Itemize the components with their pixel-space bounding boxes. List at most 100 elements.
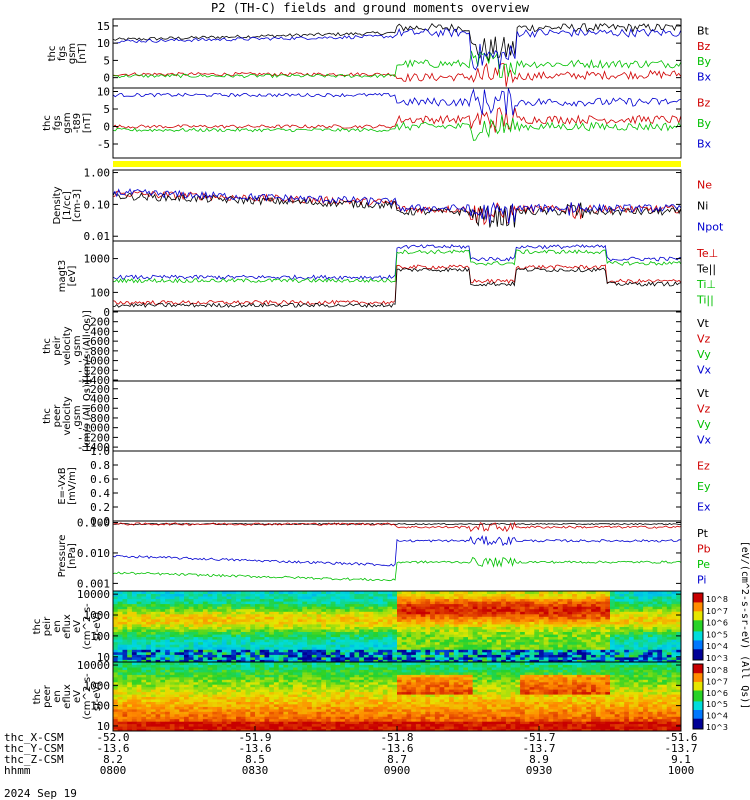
spec-cell <box>174 656 180 660</box>
spec-cell <box>231 654 237 658</box>
spec-cell <box>136 716 142 720</box>
spec-cell <box>501 624 507 627</box>
spec-cell <box>624 603 630 607</box>
spec-cell <box>146 654 152 658</box>
spec-cell <box>198 593 204 597</box>
spec-cell <box>425 629 431 632</box>
spec-cell <box>269 598 275 602</box>
spec-cell <box>146 679 152 683</box>
spec-cell <box>321 626 327 630</box>
spec-cell <box>198 616 204 620</box>
spec-cell <box>245 603 251 607</box>
spec-cell <box>150 591 157 594</box>
spec-cell <box>231 726 237 730</box>
spec-cell <box>113 654 119 658</box>
spec-cell <box>316 601 322 605</box>
spec-cell <box>444 596 450 600</box>
spec-cell <box>259 593 265 597</box>
spec-cell <box>165 598 171 602</box>
spec-cell <box>468 634 474 638</box>
spec-cell <box>557 641 564 645</box>
spec-cell <box>217 634 223 638</box>
spec-cell <box>259 656 265 660</box>
spec-cell <box>250 726 256 730</box>
spec-cell <box>146 666 152 670</box>
spec-cell <box>179 691 185 695</box>
spec-cell <box>160 676 166 680</box>
spec-cell <box>307 669 313 673</box>
spec-cell <box>150 713 157 717</box>
spec-cell <box>188 613 194 617</box>
spec-cell <box>202 629 209 632</box>
spec-cell <box>113 662 119 665</box>
spec-cell <box>283 718 289 722</box>
spec-cell <box>297 713 303 717</box>
ytick-label: -1400 <box>77 441 110 454</box>
spec-cell <box>633 606 639 610</box>
spec-cell <box>278 716 284 720</box>
spec-cell <box>198 624 204 627</box>
spec-cell <box>240 671 246 675</box>
spec-cell <box>207 676 213 680</box>
spec-cell <box>349 644 355 648</box>
panel-frame <box>112 380 682 452</box>
spec-cell <box>283 626 289 630</box>
spec-cell <box>439 611 445 615</box>
spec-cell <box>539 616 545 620</box>
spec-cell <box>165 662 171 665</box>
spec-cell <box>501 634 507 638</box>
spec-cell <box>250 689 256 693</box>
spec-cell <box>146 703 152 707</box>
spec-cell <box>581 659 587 663</box>
ylabel-line: [cm-3] <box>72 189 83 222</box>
spec-cell <box>420 639 426 643</box>
spec-cell <box>382 656 388 660</box>
spec-cell <box>581 654 587 658</box>
spec-cell <box>207 681 213 685</box>
spec-cell <box>307 608 313 612</box>
spec-cell <box>420 591 426 594</box>
spec-cell <box>174 696 180 700</box>
spec-cell <box>113 726 119 730</box>
spec-cell <box>122 713 128 717</box>
spec-cell <box>671 654 677 658</box>
spec-cell <box>605 626 611 630</box>
spec-cell <box>193 656 199 660</box>
spec-cell <box>624 649 630 653</box>
spec-cell <box>236 603 242 607</box>
spec-cell <box>250 624 256 627</box>
spec-cell <box>278 666 284 670</box>
spec-cell <box>311 718 317 722</box>
spec-cell <box>411 636 417 640</box>
spec-cell <box>302 624 308 627</box>
spec-cell <box>188 656 194 660</box>
legend-bz: Bz <box>697 40 711 53</box>
spec-cell <box>340 726 346 730</box>
spec-cell <box>397 591 403 594</box>
spec-cell <box>411 596 417 600</box>
spec-cell <box>188 616 194 620</box>
spec-cell <box>264 681 270 685</box>
spec-cell <box>363 659 370 663</box>
spec-cell <box>127 679 133 683</box>
spec-cell <box>600 611 606 615</box>
spec-cell <box>136 656 142 660</box>
spec-cell <box>198 686 204 690</box>
spec-cell <box>529 613 535 617</box>
spec-cell <box>496 593 502 597</box>
spec-cell <box>543 626 549 630</box>
spec-cell <box>605 593 611 597</box>
spec-cell <box>368 591 374 594</box>
spec-cell <box>311 651 317 655</box>
spec-cell <box>259 669 265 673</box>
spec-cell <box>340 691 346 695</box>
spec-cell <box>671 641 677 645</box>
spec-cell <box>288 723 294 727</box>
spec-cell <box>311 626 317 630</box>
spec-cell <box>307 618 313 622</box>
spec-cell <box>368 644 374 648</box>
spec-cell <box>193 713 199 717</box>
spec-cell <box>269 703 275 707</box>
spec-cell <box>245 713 251 717</box>
